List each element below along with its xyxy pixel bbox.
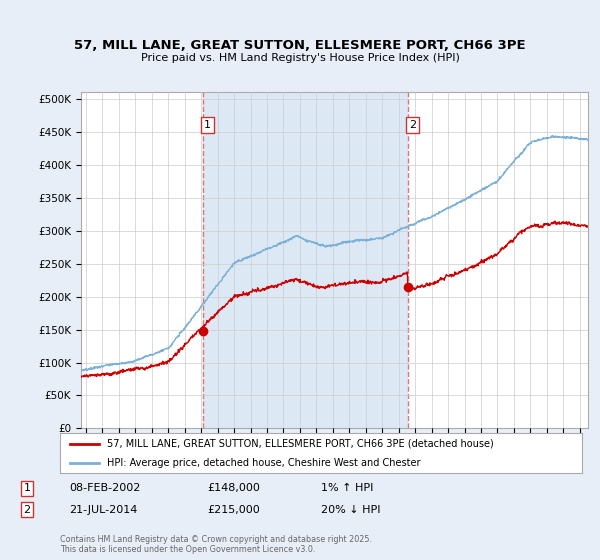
Text: £148,000: £148,000 xyxy=(207,483,260,493)
Text: £215,000: £215,000 xyxy=(207,505,260,515)
Text: 08-FEB-2002: 08-FEB-2002 xyxy=(69,483,140,493)
Text: 1: 1 xyxy=(204,120,211,130)
Text: 1: 1 xyxy=(23,483,31,493)
Bar xyxy=(203,92,408,428)
Text: Contains HM Land Registry data © Crown copyright and database right 2025.
This d: Contains HM Land Registry data © Crown c… xyxy=(60,535,372,554)
Text: 2: 2 xyxy=(23,505,31,515)
Text: 57, MILL LANE, GREAT SUTTON, ELLESMERE PORT, CH66 3PE (detached house): 57, MILL LANE, GREAT SUTTON, ELLESMERE P… xyxy=(107,439,494,449)
Text: 20% ↓ HPI: 20% ↓ HPI xyxy=(321,505,380,515)
Text: 57, MILL LANE, GREAT SUTTON, ELLESMERE PORT, CH66 3PE: 57, MILL LANE, GREAT SUTTON, ELLESMERE P… xyxy=(74,39,526,52)
Text: HPI: Average price, detached house, Cheshire West and Chester: HPI: Average price, detached house, Ches… xyxy=(107,458,421,468)
Text: Price paid vs. HM Land Registry's House Price Index (HPI): Price paid vs. HM Land Registry's House … xyxy=(140,53,460,63)
Text: 2: 2 xyxy=(409,120,416,130)
Text: 1% ↑ HPI: 1% ↑ HPI xyxy=(321,483,373,493)
Text: 21-JUL-2014: 21-JUL-2014 xyxy=(69,505,137,515)
